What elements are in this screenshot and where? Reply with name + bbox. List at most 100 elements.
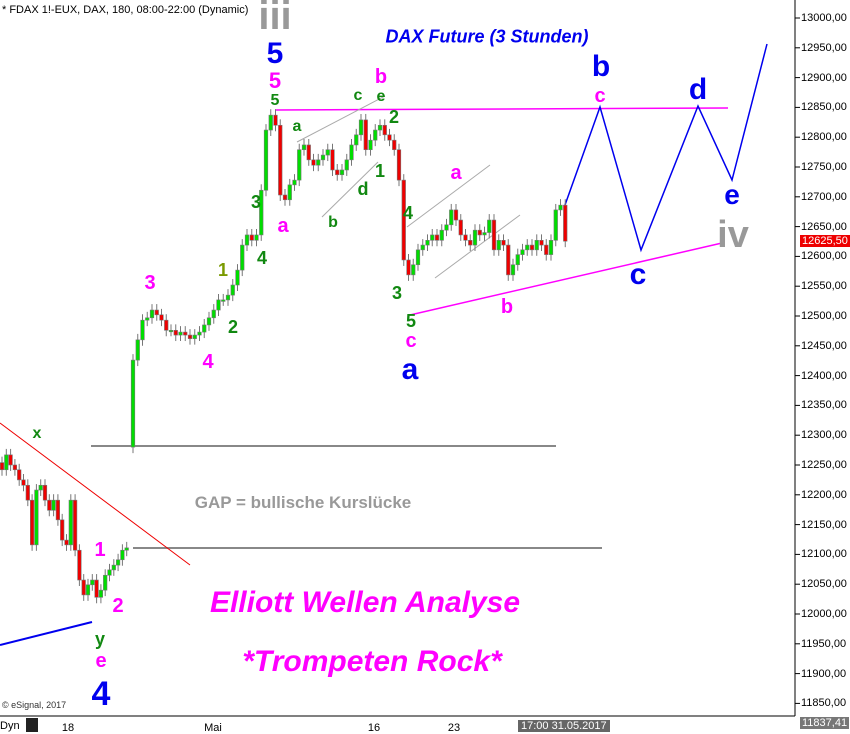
candle xyxy=(287,184,292,201)
candle xyxy=(477,229,482,236)
y-tick-label: 12150,00 xyxy=(801,518,847,531)
candle xyxy=(111,564,116,571)
candle xyxy=(202,324,207,333)
y-tick-label: 11850,00 xyxy=(801,697,847,710)
candle xyxy=(120,549,125,561)
candle xyxy=(259,189,264,236)
candle xyxy=(0,462,5,471)
candle xyxy=(17,469,22,481)
candle xyxy=(487,219,492,233)
candle xyxy=(60,519,65,541)
wave-label: 5 xyxy=(268,68,282,93)
wave-label: x xyxy=(32,425,42,442)
candle xyxy=(301,144,307,151)
candle xyxy=(430,234,435,241)
wave-label: 5 xyxy=(405,311,417,331)
candle xyxy=(254,234,259,241)
y-tick-label: 12850,00 xyxy=(801,101,847,114)
downtrend-line xyxy=(0,422,191,566)
triangle-top-line xyxy=(274,107,729,111)
candle xyxy=(411,264,416,276)
y-tick-label: 12700,00 xyxy=(801,190,847,203)
candle xyxy=(25,484,30,501)
candle xyxy=(268,114,273,131)
forecast-zigzag xyxy=(564,43,768,253)
candle xyxy=(354,134,359,146)
wave-label: b xyxy=(374,66,388,88)
candle xyxy=(458,219,463,236)
candle xyxy=(496,240,501,251)
y-tick-label: 12550,00 xyxy=(801,280,847,293)
y-tick-label: 12400,00 xyxy=(801,369,847,382)
wave-label: 4 xyxy=(91,675,111,713)
wave-label: c xyxy=(629,258,647,291)
y-tick-label: 12350,00 xyxy=(801,399,847,412)
candle xyxy=(453,209,459,221)
candle xyxy=(368,139,373,151)
candle xyxy=(529,244,535,251)
candle xyxy=(548,240,554,255)
candle xyxy=(173,330,178,336)
candle xyxy=(363,119,368,151)
last-price-marker: 12625,50 xyxy=(800,235,850,248)
candle xyxy=(240,244,245,271)
wave-label: 5 xyxy=(270,92,280,109)
candle xyxy=(525,244,530,251)
triangle-bottom-line xyxy=(409,242,723,316)
candle xyxy=(168,330,174,333)
candle xyxy=(124,547,129,551)
candle xyxy=(197,331,202,336)
lock-icon[interactable] xyxy=(26,718,38,732)
candle xyxy=(415,249,421,266)
y-tick-label: 12500,00 xyxy=(801,310,847,322)
candle xyxy=(90,579,95,586)
candle xyxy=(482,232,487,236)
candle xyxy=(392,139,397,151)
channel-upper xyxy=(406,164,491,228)
candle xyxy=(206,317,212,326)
candle xyxy=(225,294,231,301)
candle xyxy=(94,579,99,598)
x-tick-label: 16 xyxy=(367,722,381,734)
candle xyxy=(154,309,159,316)
candle xyxy=(77,549,82,581)
candle xyxy=(349,144,354,161)
candle xyxy=(320,154,326,161)
wave-label: 3 xyxy=(391,283,403,303)
wave-label: 3 xyxy=(144,272,156,294)
candle xyxy=(107,569,112,576)
candle xyxy=(553,209,558,241)
candle xyxy=(64,539,69,546)
candle xyxy=(297,149,302,181)
y-tick-label: 12000,00 xyxy=(801,608,847,620)
support-line xyxy=(0,621,93,646)
candle xyxy=(135,339,140,361)
candle xyxy=(12,464,17,471)
y-tick-label: 11900,00 xyxy=(801,667,847,680)
wave-label: iv xyxy=(717,214,749,256)
candle xyxy=(501,240,506,246)
y-tick-label: 12950,00 xyxy=(801,41,847,54)
candle xyxy=(130,359,136,448)
wave-label: c xyxy=(353,87,363,104)
candle xyxy=(558,204,563,211)
candle xyxy=(335,169,340,176)
candle xyxy=(211,309,216,319)
wave-label: 4 xyxy=(402,203,414,223)
wave-label: 2 xyxy=(388,107,400,127)
candle xyxy=(358,119,364,136)
subtitle: *Trompeten Rock* xyxy=(242,645,502,678)
dyn-label[interactable]: Dyn xyxy=(0,720,20,732)
candle xyxy=(140,319,145,341)
analysis-title: Elliott Wellen Analyse xyxy=(209,586,521,619)
candle xyxy=(563,204,568,242)
candle xyxy=(51,499,56,511)
wave-label: 2 xyxy=(227,317,239,337)
y-tick-label: 12650,00 xyxy=(801,220,847,233)
instrument-header: * FDAX 1!-EUX, DAX, 180, 08:00-22:00 (Dy… xyxy=(2,4,249,16)
candle xyxy=(55,499,60,521)
candle xyxy=(34,489,39,546)
candle xyxy=(468,240,473,246)
wave-label: 5 xyxy=(266,37,284,70)
y-tick-label: 12250,00 xyxy=(801,459,847,471)
